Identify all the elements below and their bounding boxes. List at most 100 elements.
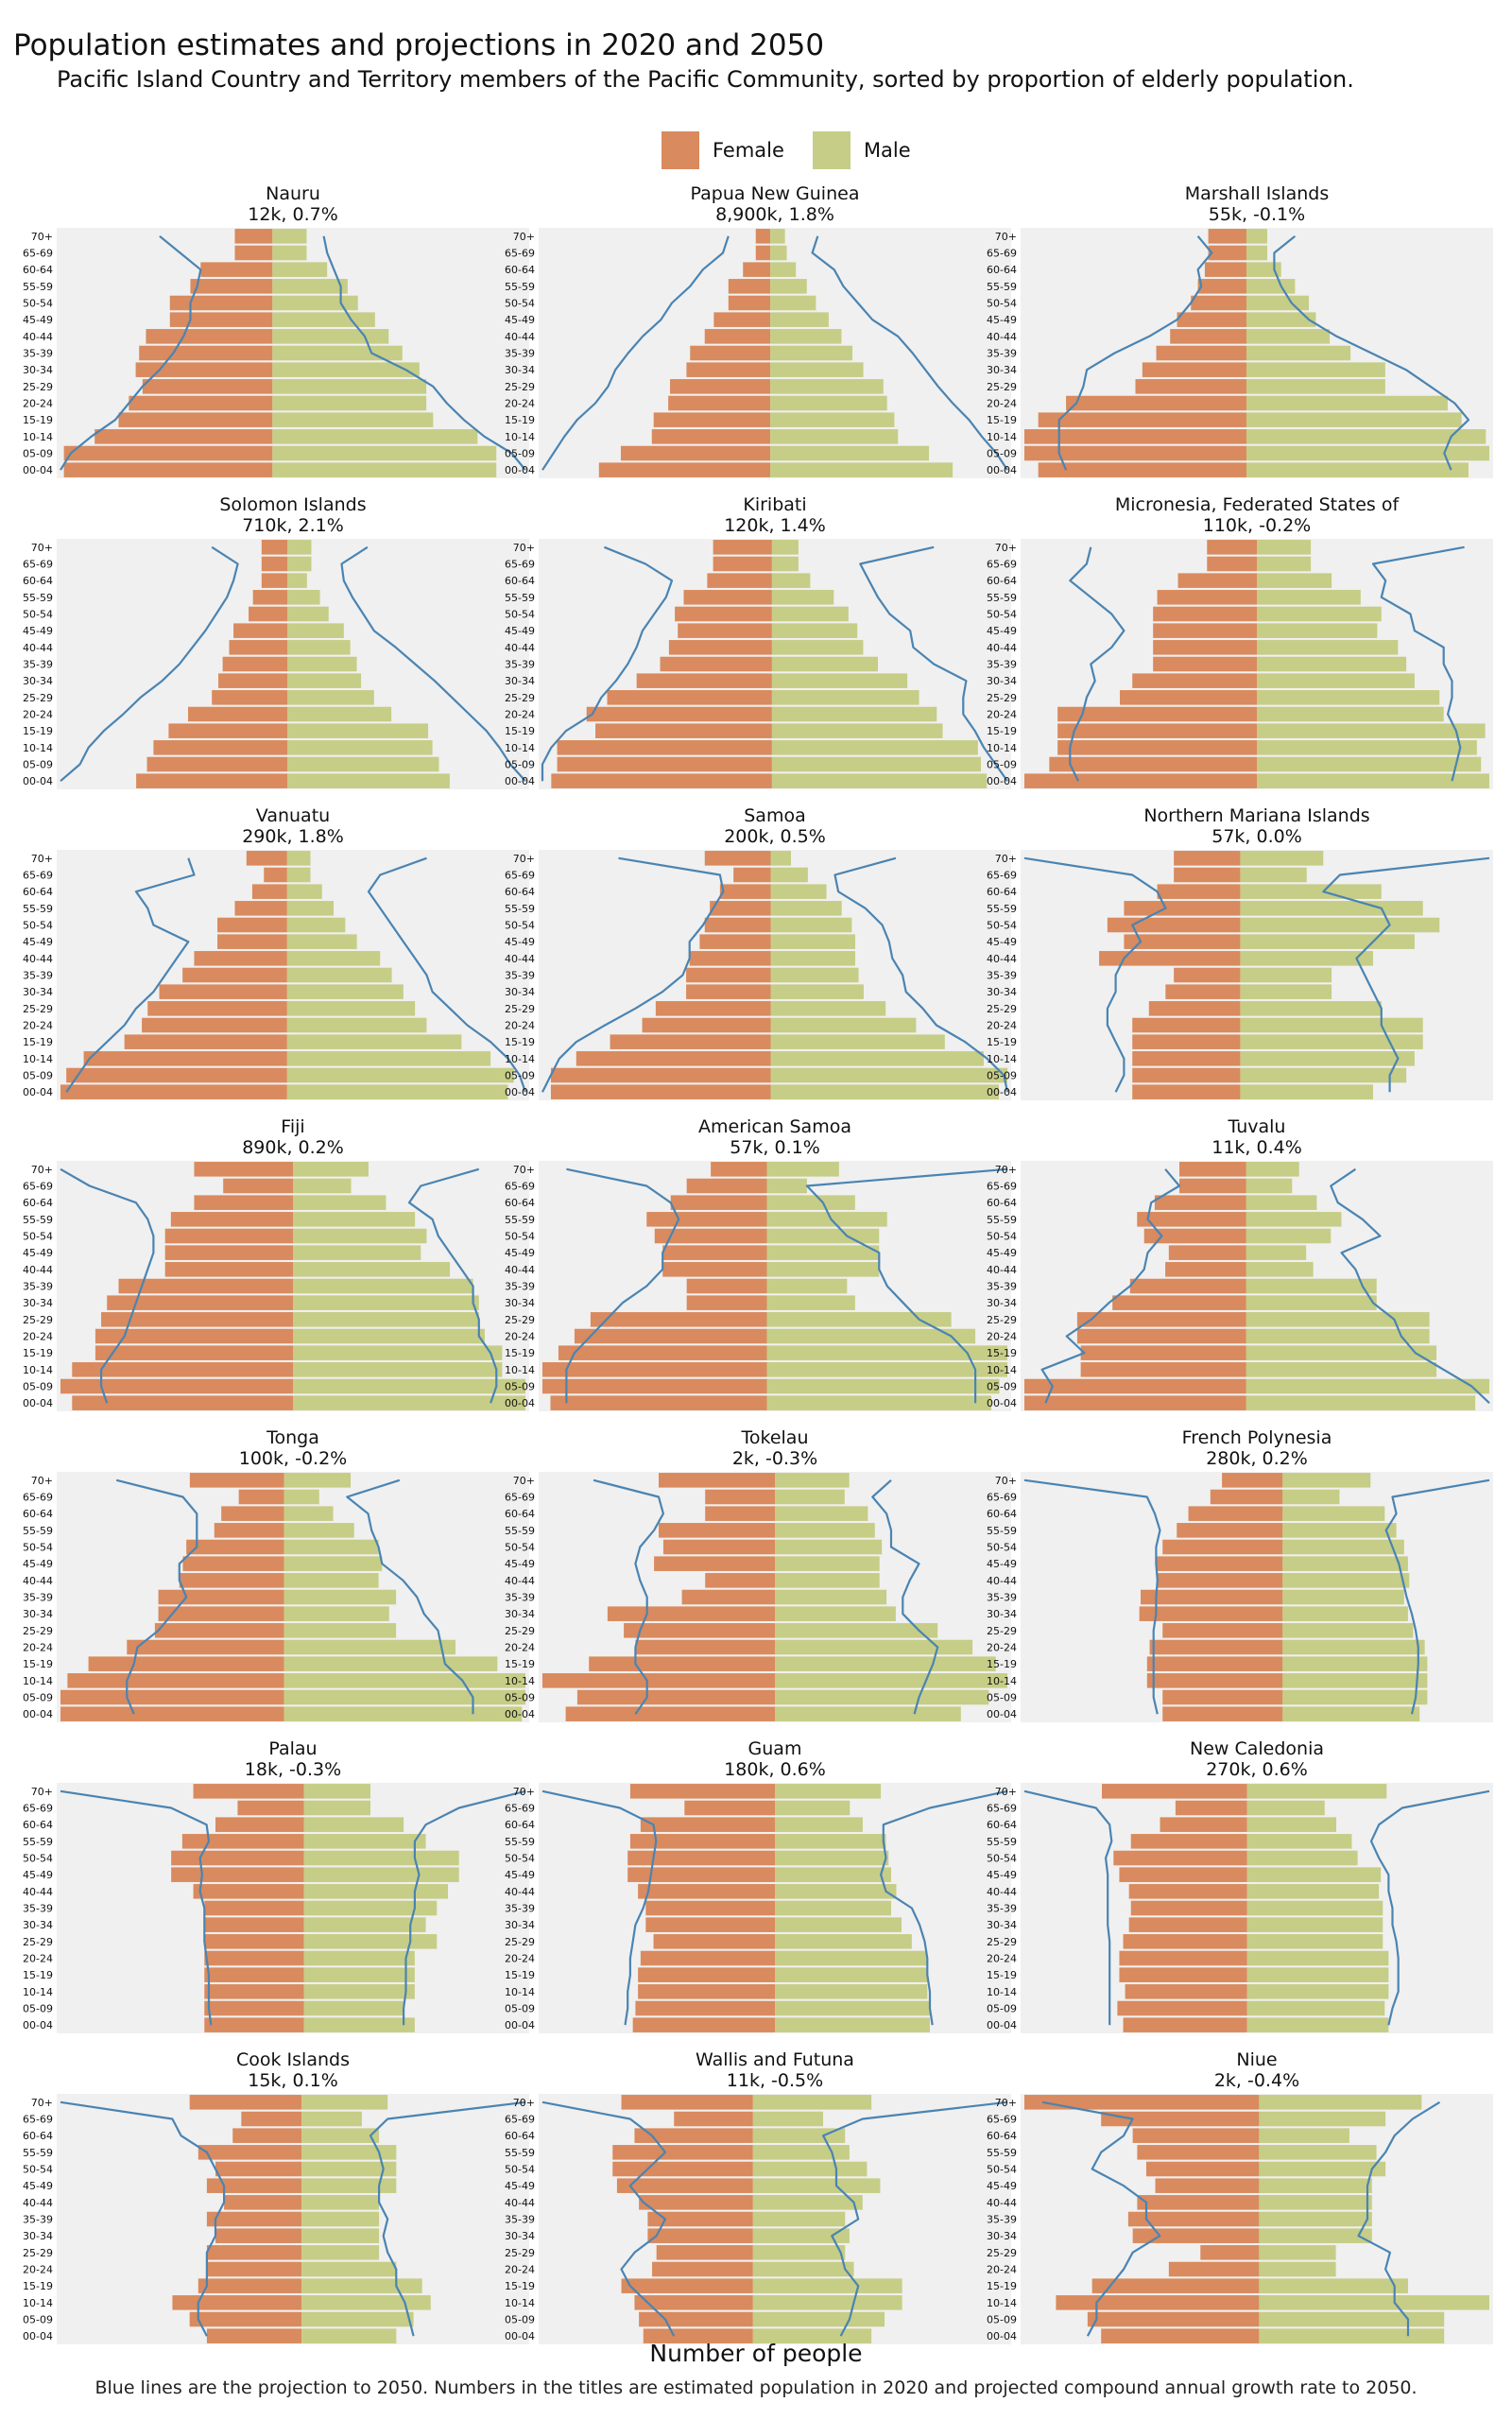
female-bar bbox=[733, 867, 771, 883]
panel-title: Palau bbox=[268, 1738, 317, 1759]
age-tick-label: 40-44 bbox=[505, 2197, 535, 2209]
age-tick-label: 55-59 bbox=[505, 1214, 535, 1226]
age-tick-label: 45-49 bbox=[23, 314, 53, 326]
male-bar bbox=[775, 1706, 961, 1721]
female-bar bbox=[146, 329, 273, 344]
female-bar bbox=[586, 706, 772, 722]
male-bar bbox=[1246, 262, 1281, 277]
age-tick-label: 00-04 bbox=[23, 775, 53, 787]
female-2050-projection-line bbox=[541, 235, 730, 471]
female-bar bbox=[1208, 229, 1246, 244]
age-tick-label: 60-64 bbox=[505, 1508, 535, 1520]
age-tick-label: 70+ bbox=[513, 853, 535, 865]
female-bar bbox=[659, 1523, 775, 1538]
female-bar bbox=[1174, 851, 1241, 866]
male-bar bbox=[1257, 656, 1407, 672]
male-bar bbox=[303, 1817, 404, 1832]
female-bar bbox=[206, 2328, 302, 2343]
female-bar bbox=[118, 412, 273, 427]
male-bar bbox=[1282, 1706, 1420, 1721]
female-bar bbox=[264, 867, 287, 883]
female-2050-projection-line bbox=[541, 545, 674, 782]
female-bar bbox=[1146, 1673, 1283, 1688]
male-bar bbox=[1282, 1539, 1404, 1555]
male-bar bbox=[293, 1245, 421, 1260]
male-bar bbox=[766, 1245, 880, 1260]
age-tick-label: 35-39 bbox=[987, 1281, 1017, 1293]
male-bar bbox=[770, 362, 864, 377]
female-bar bbox=[638, 1884, 775, 1899]
age-tick-label: 60-64 bbox=[23, 1819, 53, 1831]
age-tick-label: 20-24 bbox=[23, 398, 53, 410]
female-bar bbox=[60, 1706, 284, 1721]
female-bar bbox=[154, 1623, 284, 1638]
male-bar bbox=[286, 1051, 491, 1066]
age-tick-label: 00-04 bbox=[23, 2330, 53, 2342]
male-bar bbox=[770, 867, 808, 883]
female-2050-projection-line bbox=[60, 2100, 226, 2337]
female-bar bbox=[147, 1001, 287, 1016]
age-tick-label: 20-24 bbox=[23, 1642, 53, 1654]
age-tick-label: 70+ bbox=[995, 2097, 1017, 2109]
age-tick-label: 10-14 bbox=[23, 1053, 53, 1065]
male-bar bbox=[272, 379, 427, 394]
female-bar bbox=[168, 723, 288, 738]
female-bar bbox=[204, 2017, 304, 2032]
male-bar bbox=[775, 1639, 973, 1655]
male-bar bbox=[771, 723, 943, 738]
female-bar bbox=[636, 673, 772, 688]
age-tick-label: 70+ bbox=[31, 853, 53, 865]
male-bar bbox=[1257, 740, 1477, 755]
male-bar bbox=[286, 984, 404, 999]
female-bar bbox=[182, 1556, 284, 1571]
female-bar bbox=[681, 1589, 775, 1605]
age-tick-label: 15-19 bbox=[505, 414, 535, 426]
female-bar bbox=[654, 1228, 767, 1244]
panel-subtitle: 180k, 0.6% bbox=[724, 1759, 826, 1780]
female-bar bbox=[153, 740, 288, 755]
female-bar bbox=[743, 262, 771, 277]
female-bar bbox=[550, 1067, 771, 1083]
age-tick-label: 50-54 bbox=[987, 920, 1017, 932]
age-tick-label: 25-29 bbox=[987, 1625, 1017, 1637]
age-tick-label: 50-54 bbox=[505, 920, 535, 932]
male-bar bbox=[752, 2261, 854, 2277]
female-bar bbox=[1149, 1639, 1283, 1655]
female-bar bbox=[1080, 1345, 1246, 1360]
female-bar bbox=[169, 312, 273, 327]
male-bar bbox=[752, 2095, 872, 2110]
age-tick-label: 50-54 bbox=[505, 1853, 535, 1865]
age-tick-label: 30-34 bbox=[987, 675, 1017, 687]
panel-title: New Caledonia bbox=[1190, 1738, 1324, 1759]
age-tick-label: 70+ bbox=[31, 2097, 53, 2109]
female-bar bbox=[118, 1278, 293, 1294]
male-bar bbox=[775, 1556, 880, 1571]
female-bar bbox=[1132, 1067, 1241, 1083]
male-bar bbox=[1259, 2111, 1386, 2127]
female-bar bbox=[189, 2095, 302, 2110]
male-2050-projection-line bbox=[1371, 545, 1465, 782]
male-bar bbox=[286, 1017, 427, 1033]
female-bar bbox=[172, 2295, 302, 2310]
male-bar bbox=[293, 1312, 479, 1327]
age-tick-label: 35-39 bbox=[23, 1281, 53, 1293]
female-bar bbox=[1099, 951, 1241, 966]
female-bar bbox=[1188, 1506, 1283, 1521]
male-bar bbox=[1282, 1656, 1428, 1671]
age-tick-label: 70+ bbox=[513, 2097, 535, 2109]
female-bar bbox=[63, 445, 273, 461]
age-tick-label: 30-34 bbox=[23, 1297, 53, 1309]
male-bar bbox=[770, 934, 855, 949]
panel-subtitle: 110k, -0.2% bbox=[1203, 515, 1311, 536]
female-bar bbox=[246, 851, 287, 866]
male-bar bbox=[1257, 706, 1444, 722]
age-tick-label: 60-64 bbox=[987, 2130, 1017, 2142]
age-tick-label: 50-54 bbox=[987, 1542, 1017, 1554]
female-bar bbox=[1024, 1378, 1246, 1394]
male-bar bbox=[1246, 362, 1385, 377]
male-bar bbox=[287, 606, 329, 622]
panel-subtitle: 890k, 0.2% bbox=[242, 1137, 344, 1158]
female-bar bbox=[639, 2195, 753, 2210]
